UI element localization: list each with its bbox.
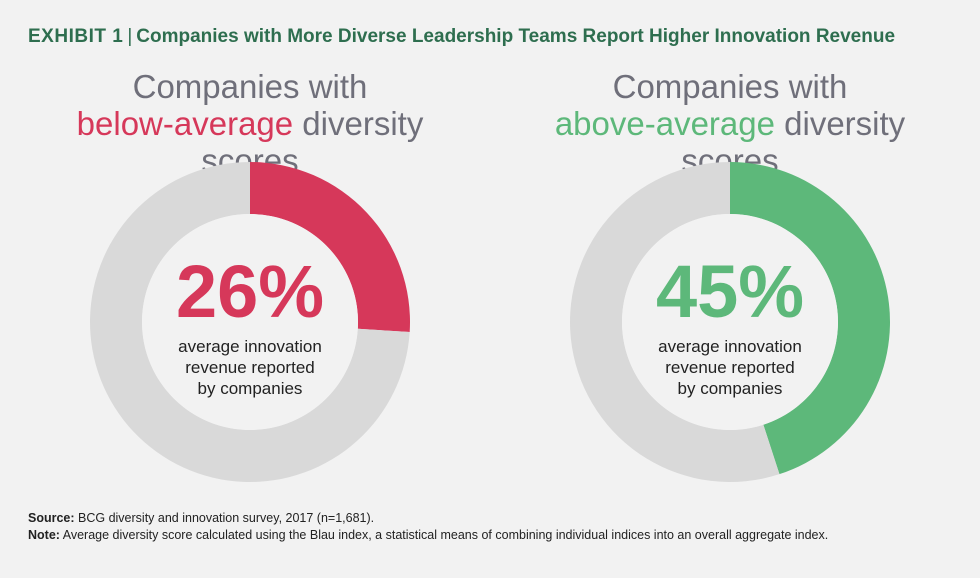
donut-hole bbox=[142, 214, 358, 430]
exhibit-header: EXHIBIT 1 | Companies with More Diverse Le… bbox=[28, 26, 895, 48]
donut-slice-other-revenue bbox=[90, 162, 410, 482]
description-line: revenue reported bbox=[185, 358, 315, 377]
footnotes: Source: BCG diversity and innovation sur… bbox=[28, 510, 938, 544]
description-line: revenue reported bbox=[665, 358, 795, 377]
donut-chart-above: 45% average innovation revenue reported … bbox=[570, 162, 890, 482]
donut-value-label: 45% bbox=[655, 250, 805, 333]
description-line: by companies bbox=[197, 379, 303, 398]
note-label: Note: bbox=[28, 528, 60, 542]
source-text: BCG diversity and innovation survey, 201… bbox=[74, 511, 375, 525]
description-line: by companies bbox=[677, 379, 783, 398]
donut-svg-below bbox=[90, 162, 410, 482]
donut-description: average innovation revenue reported by c… bbox=[150, 336, 350, 399]
panel-above-average: Companies with above-average diversity s… bbox=[505, 68, 955, 482]
donut-slice-innovation-revenue bbox=[250, 162, 410, 333]
panel-headline: Companies with above-average diversity s… bbox=[505, 68, 955, 179]
exhibit-tag: EXHIBIT 1 bbox=[28, 26, 124, 47]
donut-value-label: 26% bbox=[175, 250, 325, 333]
source-note: Source: BCG diversity and innovation sur… bbox=[28, 510, 938, 527]
donut-description: average innovation revenue reported by c… bbox=[630, 336, 830, 399]
source-label: Source: bbox=[28, 511, 75, 525]
exhibit-separator: | bbox=[127, 26, 133, 47]
description-line: average innovation bbox=[658, 337, 802, 356]
headline-line1: Companies with bbox=[132, 68, 368, 105]
panel-below-average: Companies with below-average diversity s… bbox=[25, 68, 475, 482]
method-note: Note: Average diversity score calculated… bbox=[28, 527, 938, 544]
headline-line1: Companies with bbox=[612, 68, 848, 105]
exhibit-title: Companies with More Diverse Leadership T… bbox=[136, 26, 896, 47]
donut-slice-innovation-revenue bbox=[730, 162, 890, 475]
note-text: Average diversity score calculated using… bbox=[59, 528, 829, 542]
donut-svg-above bbox=[570, 162, 890, 482]
donut-hole bbox=[622, 214, 838, 430]
donut-chart-below: 26% average innovation revenue reported … bbox=[90, 162, 410, 482]
panel-headline: Companies with below-average diversity s… bbox=[25, 68, 475, 179]
donut-slice-other-revenue bbox=[570, 162, 780, 482]
headline-accent: above-average bbox=[554, 105, 775, 142]
description-line: average innovation bbox=[178, 337, 322, 356]
headline-accent: below-average bbox=[76, 105, 294, 142]
